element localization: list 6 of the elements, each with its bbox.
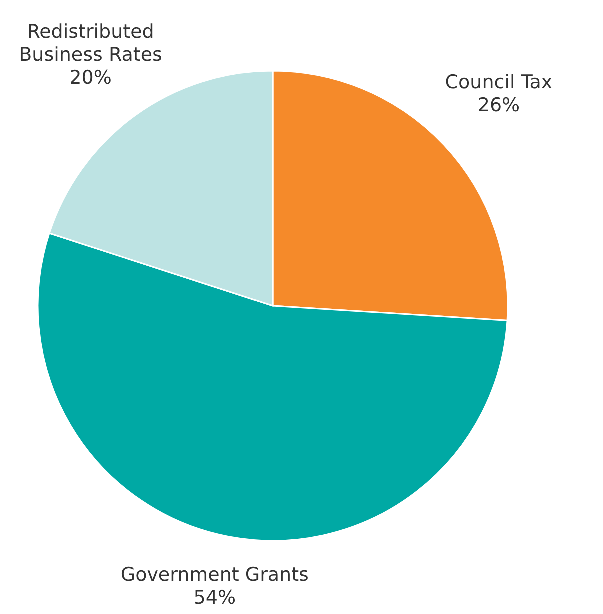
slice-label: Council Tax: [445, 71, 553, 94]
slice-label: Redistributed Business Rates: [19, 21, 162, 66]
data-label: 20%: [70, 67, 112, 90]
slice-label: Government Grants: [120, 564, 309, 586]
data-label: 26%: [478, 94, 520, 116]
data-label: 54%: [194, 587, 236, 609]
